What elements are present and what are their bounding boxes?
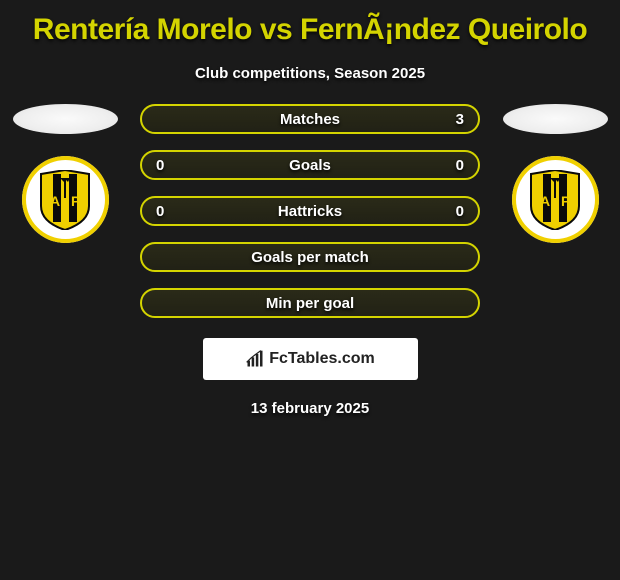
stat-row-min-per-goal: Min per goal: [140, 288, 480, 318]
stats-column: Matches 3 0 Goals 0 0 Hattricks 0 Goals …: [140, 104, 480, 318]
stat-label: Matches: [186, 111, 434, 128]
subtitle: Club competitions, Season 2025: [0, 65, 620, 82]
shield-icon: A P: [529, 170, 581, 230]
stat-left-value: 0: [156, 157, 186, 174]
date-text: 13 february 2025: [0, 400, 620, 417]
page-title: Rentería Morelo vs FernÃ¡ndez Queirolo: [0, 13, 620, 47]
stat-label: Hattricks: [186, 203, 434, 220]
stat-row-hattricks: 0 Hattricks 0: [140, 196, 480, 226]
avatar-right: [503, 104, 608, 134]
stat-row-goals: 0 Goals 0: [140, 150, 480, 180]
stat-left-value: 0: [156, 203, 186, 220]
player-right: A P: [500, 104, 610, 243]
svg-text:P: P: [561, 193, 570, 209]
svg-text:A: A: [50, 193, 60, 209]
player-left: A P: [10, 104, 120, 243]
main-area: A P Matches 3 0 Goals 0 0: [0, 104, 620, 318]
svg-text:P: P: [71, 193, 80, 209]
stat-label: Goals: [186, 157, 434, 174]
stat-row-matches: Matches 3: [140, 104, 480, 134]
brand-logo[interactable]: FcTables.com: [203, 338, 418, 380]
stat-row-goals-per-match: Goals per match: [140, 242, 480, 272]
shield-icon: A P: [39, 170, 91, 230]
club-badge-right: A P: [512, 156, 599, 243]
stat-right-value: 0: [434, 157, 464, 174]
stat-label: Goals per match: [186, 249, 434, 266]
stat-right-value: 3: [434, 111, 464, 128]
stat-label: Min per goal: [186, 295, 434, 312]
comparison-card: Rentería Morelo vs FernÃ¡ndez Queirolo C…: [0, 0, 620, 422]
svg-text:A: A: [540, 193, 550, 209]
avatar-left: [13, 104, 118, 134]
stat-right-value: 0: [434, 203, 464, 220]
brand-text: FcTables.com: [269, 350, 375, 368]
club-badge-left: A P: [22, 156, 109, 243]
chart-icon: [245, 349, 265, 369]
